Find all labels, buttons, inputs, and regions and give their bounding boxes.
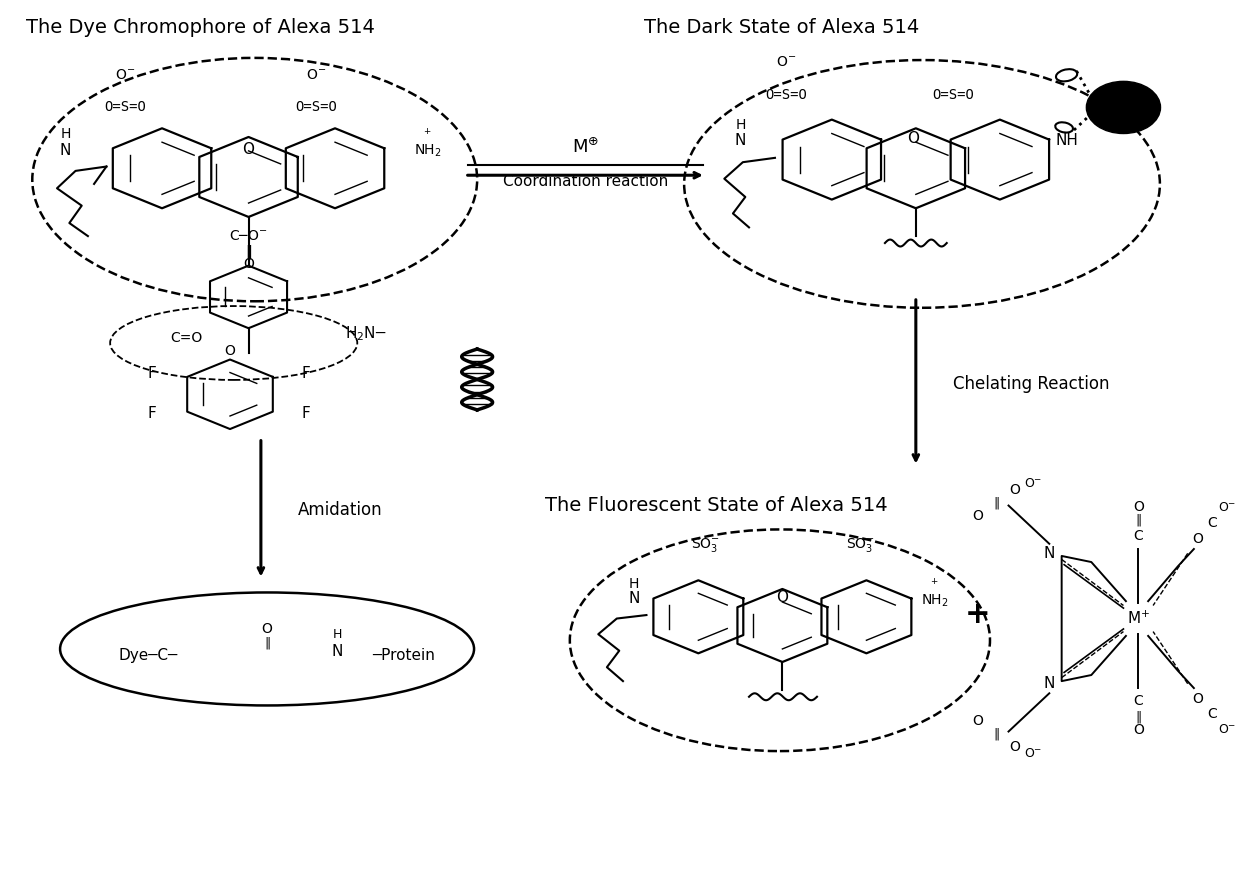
Text: F: F [148, 405, 156, 421]
Text: O: O [243, 141, 254, 157]
Text: +: + [965, 600, 991, 629]
Text: C─O$^{-}$: C─O$^{-}$ [229, 229, 268, 243]
Text: O: O [1133, 501, 1143, 514]
Text: O$^{-}$: O$^{-}$ [1218, 723, 1236, 736]
Text: O: O [908, 131, 919, 146]
Text: M$^{+}$: M$^{+}$ [1127, 610, 1149, 627]
Text: N: N [1044, 676, 1055, 691]
Text: Coordination reaction: Coordination reaction [503, 174, 668, 189]
Text: N: N [1044, 546, 1055, 561]
Text: ‖: ‖ [264, 637, 270, 650]
Text: H: H [629, 576, 640, 590]
Text: C=O: C=O [171, 330, 203, 344]
Text: Chelating Reaction: Chelating Reaction [952, 375, 1110, 393]
Text: ‖: ‖ [993, 727, 999, 740]
Text: O$^{-}$: O$^{-}$ [1024, 746, 1043, 760]
Text: $^{+}$: $^{+}$ [930, 577, 939, 590]
Text: O=S=O: O=S=O [765, 88, 807, 102]
Text: ─Protein: ─Protein [372, 648, 435, 663]
Text: O: O [776, 590, 789, 605]
Text: NH: NH [1055, 133, 1078, 148]
Text: The Dark State of Alexa 514: The Dark State of Alexa 514 [644, 18, 919, 37]
Text: O: O [1133, 723, 1143, 737]
Text: ‖: ‖ [246, 244, 252, 259]
Text: O=S=O: O=S=O [295, 100, 337, 114]
Text: O: O [262, 622, 273, 636]
Text: O: O [1009, 483, 1021, 497]
Text: H: H [61, 126, 71, 140]
Text: ‖: ‖ [1135, 711, 1141, 723]
Text: M$^{\oplus}$: M$^{\oplus}$ [573, 138, 599, 157]
Text: O$^{-}$: O$^{-}$ [1024, 477, 1043, 490]
Text: N: N [332, 644, 343, 659]
Text: The Dye Chromophore of Alexa 514: The Dye Chromophore of Alexa 514 [26, 18, 374, 37]
Text: O$^{-}$: O$^{-}$ [1218, 501, 1236, 514]
Text: O: O [972, 714, 983, 728]
Text: C: C [1133, 529, 1143, 543]
Text: ‖: ‖ [993, 496, 999, 509]
Text: N: N [60, 143, 72, 159]
Text: H$_{2}$N─: H$_{2}$N─ [345, 324, 387, 343]
Text: N: N [734, 133, 746, 148]
Text: NH$_{2}$: NH$_{2}$ [920, 593, 949, 610]
Text: SO$_{3}^{-}$: SO$_{3}^{-}$ [846, 535, 874, 554]
Text: C: C [1133, 694, 1143, 708]
Text: Dye─C─: Dye─C─ [119, 648, 177, 663]
Text: H: H [735, 118, 745, 132]
Text: O$^{-}$: O$^{-}$ [115, 68, 135, 82]
Text: C: C [1208, 516, 1218, 530]
Text: O=S=O: O=S=O [932, 88, 973, 102]
Text: C: C [1208, 707, 1218, 721]
Text: NH$_{2}$: NH$_{2}$ [414, 143, 441, 159]
Text: O: O [1192, 691, 1203, 705]
Circle shape [1086, 81, 1161, 133]
Text: O$^{-}$: O$^{-}$ [776, 55, 796, 69]
Text: O: O [224, 344, 236, 358]
Text: F: F [301, 366, 310, 381]
Text: M: M [1117, 101, 1130, 114]
Text: F: F [301, 405, 310, 421]
Text: Amidation: Amidation [298, 501, 383, 519]
Text: O: O [1192, 532, 1203, 546]
Text: O$^{-}$: O$^{-}$ [306, 68, 326, 82]
Text: $^{+}$: $^{+}$ [424, 127, 432, 140]
Text: O: O [243, 257, 254, 271]
Text: N: N [629, 591, 640, 606]
Text: ‖: ‖ [1135, 514, 1141, 527]
Text: H: H [332, 628, 342, 641]
Text: O: O [1009, 740, 1021, 754]
Text: SO$_{3}^{-}$: SO$_{3}^{-}$ [691, 535, 720, 554]
Text: O: O [972, 509, 983, 523]
Text: The Fluorescent State of Alexa 514: The Fluorescent State of Alexa 514 [546, 496, 888, 515]
Text: F: F [148, 366, 156, 381]
Text: O=S=O: O=S=O [104, 100, 146, 114]
